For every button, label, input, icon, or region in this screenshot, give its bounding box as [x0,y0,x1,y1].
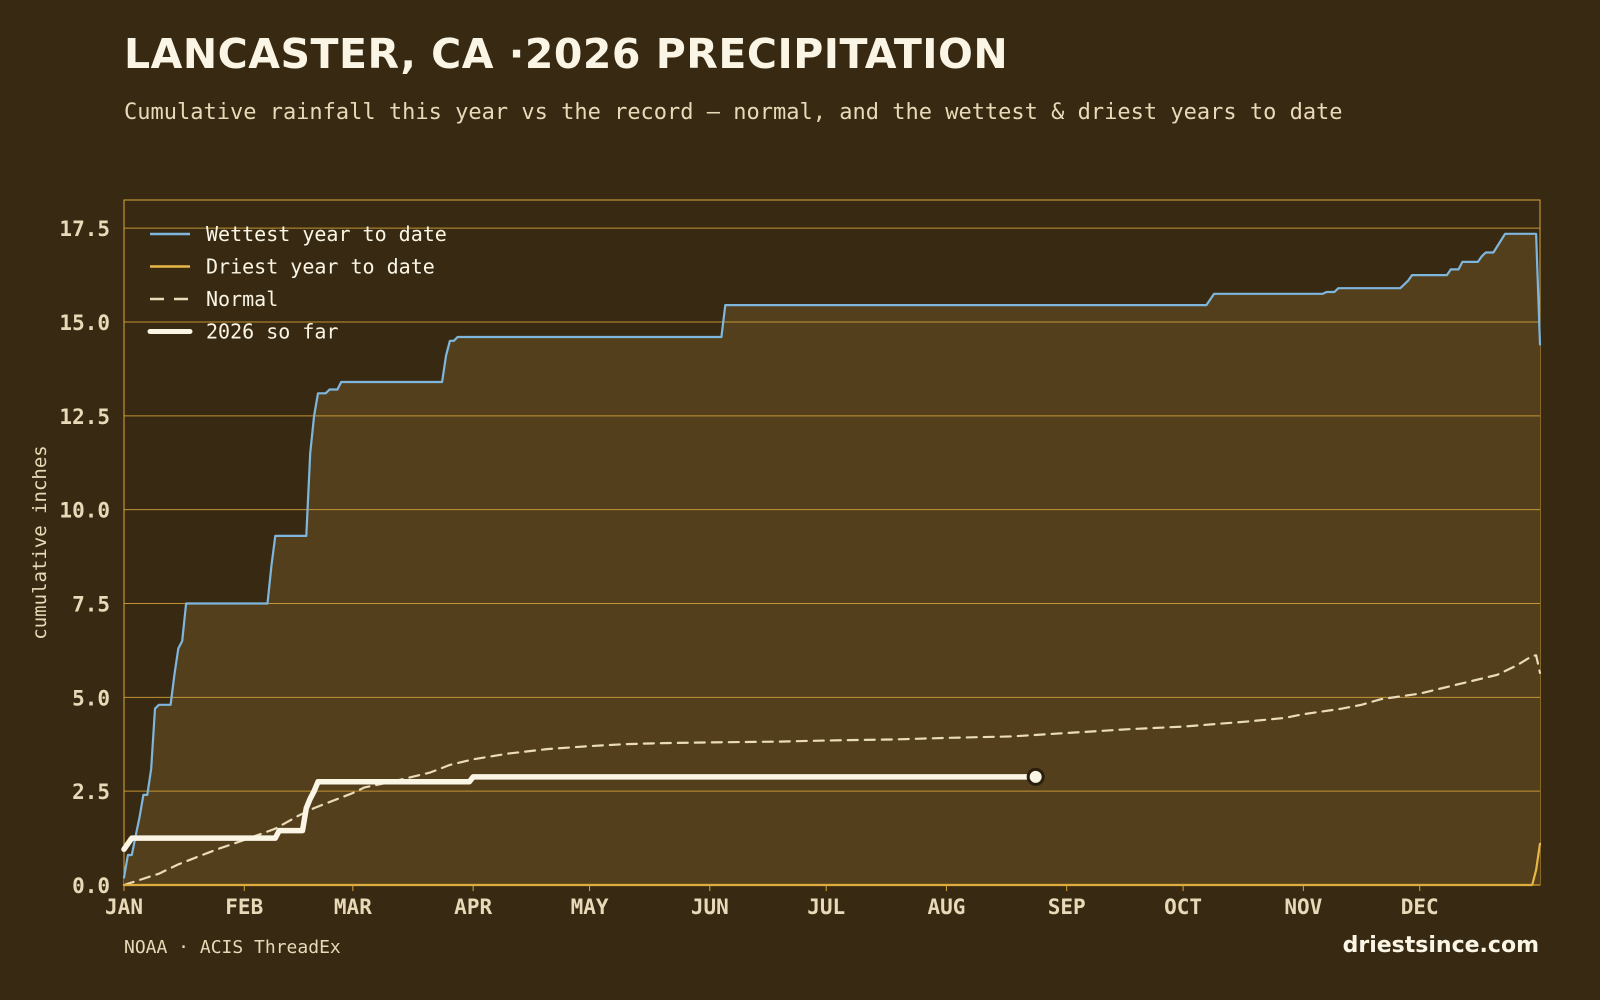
chart-title: LANCASTER, CA ·2026 PRECIPITATION [124,30,1009,78]
chart-subtitle: Cumulative rainfall this year vs the rec… [124,100,1343,125]
series-line-current [121,774,1039,853]
x-tick-label: MAR [334,895,372,919]
legend-label-current: 2026 so far [206,320,338,344]
x-tick-label: FEB [225,895,263,919]
legend-label-wettest: Wettest year to date [206,222,447,246]
legend-label-normal: Normal [206,287,278,311]
wettest-area-fill [124,233,1540,886]
brand-link[interactable]: driestsince.com [1342,933,1539,958]
y-tick-label: 15.0 [59,311,110,335]
y-tick-label: 17.5 [59,217,110,241]
x-tick-label: OCT [1164,895,1202,919]
x-tick-label: APR [454,895,492,919]
y-tick-label: 2.5 [72,780,110,804]
x-tick-label: MAY [571,895,609,919]
axes: 0.0 2.5 5.0 7.5 10.0 12.5 15.0 17.5 JAN FEB MAR APR… [59,217,1540,919]
y-tick-label: 10.0 [59,499,110,523]
x-tick-label: JAN [105,895,143,919]
legend: Wettest year to date Driest year to date N… [147,222,447,344]
y-axis-label: cumulative inches [29,445,51,639]
data-source: NOAA · ACIS ThreadEx [124,937,341,958]
y-tick-label: 7.5 [72,592,110,616]
legend-label-driest: Driest year to date [206,255,435,279]
x-tick-label: JUL [807,895,845,919]
current-end-marker [1026,767,1045,786]
series-line-wettest [122,232,1542,879]
x-tick-label: DEC [1401,895,1439,919]
y-tick-label: 0.0 [72,874,110,898]
x-tick-label: JUN [691,895,729,919]
x-tick-label: AUG [927,895,965,919]
y-tick-label: 12.5 [59,405,110,429]
x-tick-label: NOV [1284,895,1322,919]
series-line-normal [122,654,1542,887]
y-tick-label: 5.0 [72,686,110,710]
x-tick-label: SEP [1048,895,1086,919]
